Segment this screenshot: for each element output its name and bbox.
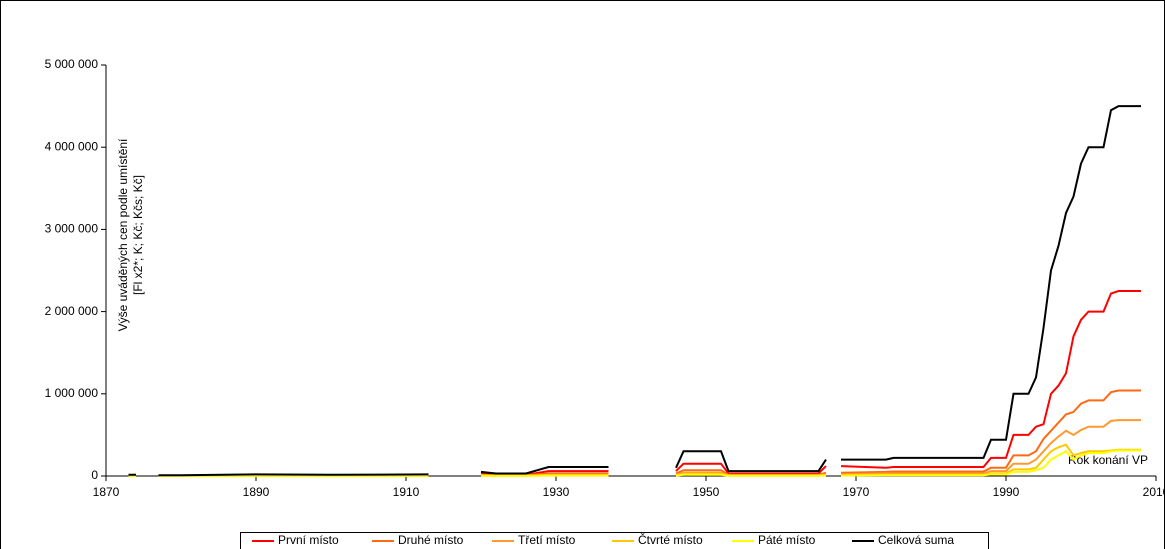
x-tick-label: 1970 (843, 485, 870, 499)
y-axis-label: [Fl x2*; K; Kč; Kčs; Kč] (131, 175, 145, 295)
x-tick-label: 2010 (1143, 485, 1165, 499)
legend-label: První místo (278, 533, 339, 547)
y-tick-label: 4 000 000 (45, 139, 99, 153)
y-tick-label: 0 (91, 468, 98, 482)
x-tick-label: 1930 (543, 485, 570, 499)
x-tick-label: 1890 (243, 485, 270, 499)
series-line (128, 449, 1141, 478)
y-tick-label: 3 000 000 (45, 222, 99, 236)
y-axis-label: Výše uváděných cen podle umístění (116, 138, 130, 331)
x-tick-label: 1870 (93, 485, 120, 499)
series-line (128, 105, 1141, 477)
legend-label: Páté místo (758, 533, 816, 547)
x-tick-label: 1910 (393, 485, 420, 499)
legend-label: Druhé místo (398, 533, 464, 547)
x-tick-label: 1990 (993, 485, 1020, 499)
legend-label: Čtvrté místo (638, 532, 703, 547)
y-tick-label: 1 000 000 (45, 386, 99, 400)
annotation: Rok konání VP (1068, 453, 1148, 467)
x-tick-label: 1950 (693, 485, 720, 499)
y-tick-label: 2 000 000 (45, 304, 99, 318)
legend-label: Třetí místo (518, 533, 576, 547)
legend-label: Celková suma (878, 533, 954, 547)
y-tick-label: 5 000 000 (45, 57, 99, 71)
